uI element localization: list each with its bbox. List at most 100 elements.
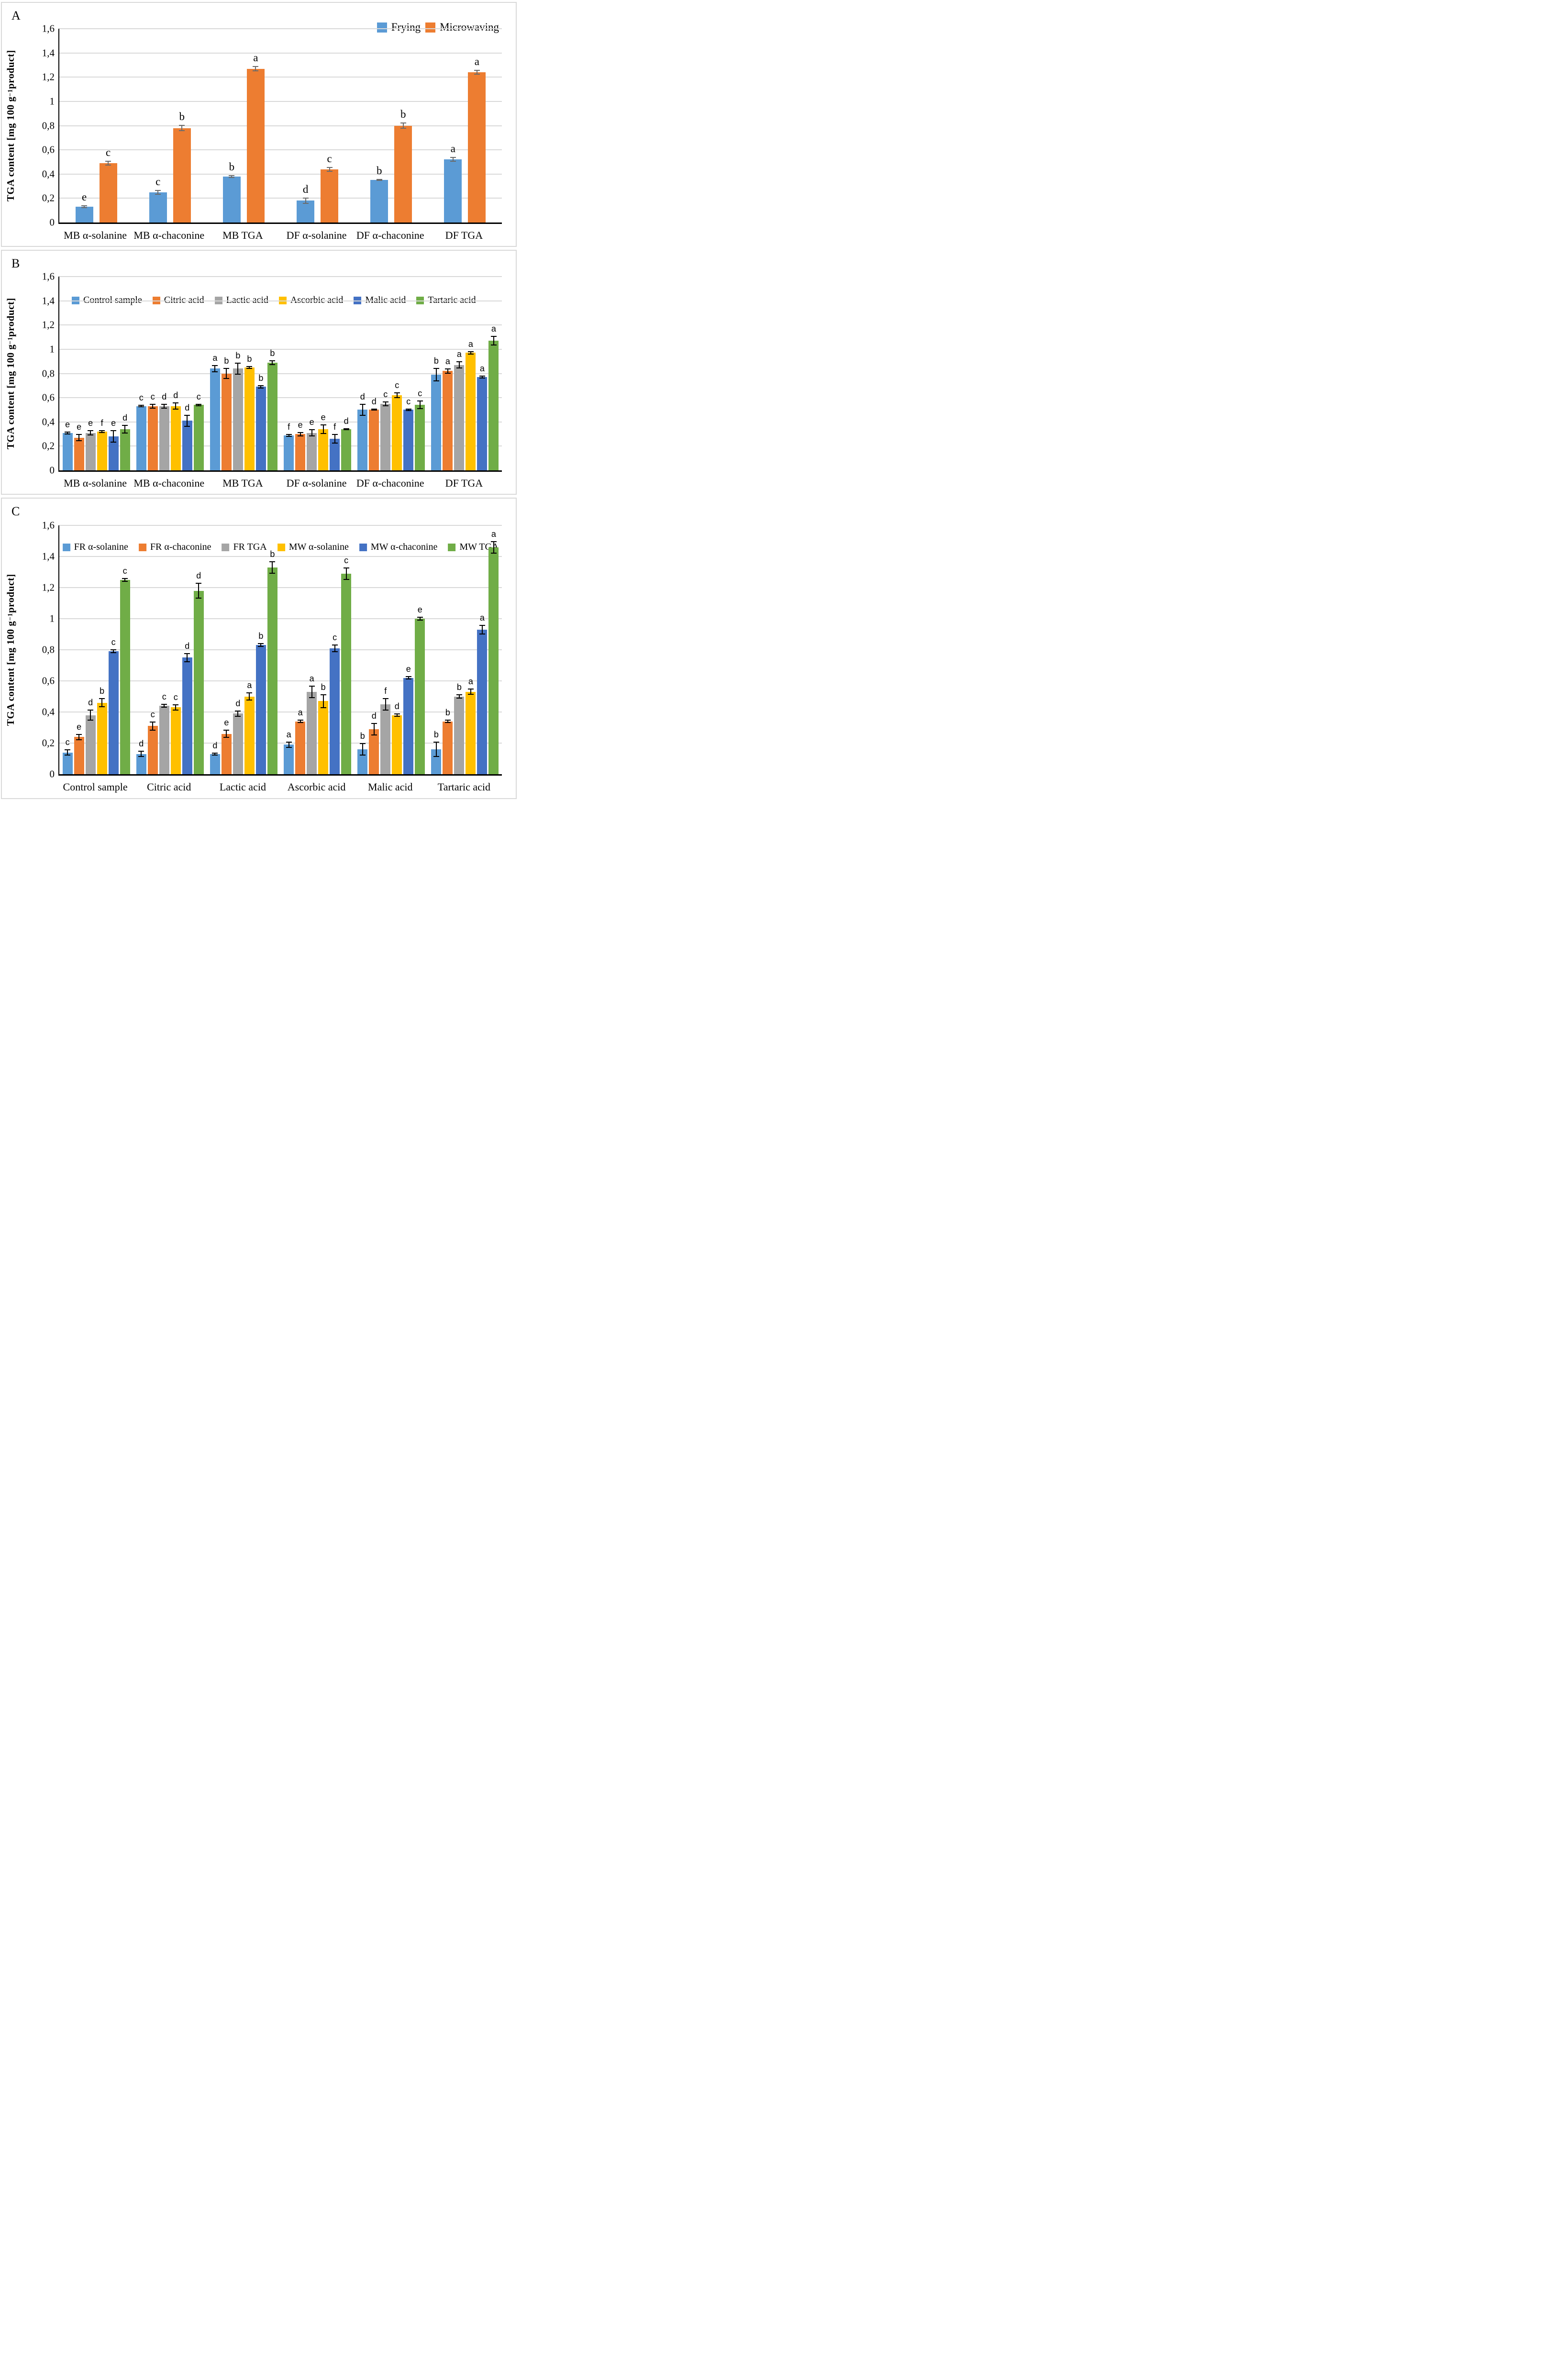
error-bar [105,160,111,166]
legend-label: MW α-solanine [288,542,349,552]
gridline [59,556,502,557]
bar: b [431,356,442,470]
bar: e [108,419,119,470]
error-bar [88,430,94,435]
error-bar-cap [467,689,474,690]
error-bar-line [300,719,301,723]
error-bar-cap [456,361,462,363]
sig-letter: a [286,729,291,739]
sig-letter: b [224,356,229,366]
bar: c [193,392,204,470]
sig-letter: d [394,701,399,711]
category-axis: MB α-solanine MB α-chaconine MB TGA DF α-so… [58,473,501,493]
error-bar-line [419,617,421,621]
y-tick-label: 1,6 [42,22,55,34]
bar: a [477,364,488,470]
bar: b [255,374,266,470]
error-bar-line [305,198,306,204]
sig-letter: c [150,709,155,719]
error-bar [76,734,82,740]
error-bar [212,752,218,756]
bar: b [267,550,277,774]
category-label: Ascorbic acid [287,781,346,793]
sig-letter: d [302,183,309,196]
error-bar-line [419,400,421,410]
error-bar [196,583,202,599]
y-tick-label: 1,4 [42,550,55,562]
bar: c [120,567,130,774]
error-bar-cap [444,368,451,370]
legend: FR α-solanine FR α-chaconine FR TGA MW α-so… [62,542,499,553]
bar: c [341,556,352,774]
sig-letter: d [196,571,201,581]
error-bar-line [362,743,363,756]
error-bar-cap [122,580,128,582]
y-tick-label: 1 [49,612,55,624]
error-bar-cap [309,685,315,687]
gridline [59,300,502,301]
bar: a [454,350,465,470]
category-label: MB α-solanine [64,477,127,489]
error-bar-cap [405,676,411,678]
error-bar [444,719,451,723]
error-bar-cap [467,694,474,695]
error-bar-line [435,368,437,381]
error-bar-cap [173,409,179,410]
y-tick-label: 1,2 [42,319,55,331]
error-bar-cap [212,752,218,754]
error-bar-line [255,66,256,71]
error-bar-line [408,408,409,411]
bar: c [321,153,339,222]
y-tick-label: 0,2 [42,440,55,452]
error-bar [417,617,423,621]
error-bar-cap [105,165,111,166]
error-bar-cap [382,401,388,402]
error-bar-line [84,205,85,209]
error-bar [343,428,349,430]
error-bar-cap [417,400,423,402]
y-axis-title: TGA content [mg 100 g −1 product] [5,525,17,774]
sig-letter: c [327,152,332,165]
bar: b [221,356,232,470]
legend-swatch [62,543,70,551]
error-bar-line [493,336,494,346]
error-bar-line [272,360,273,365]
sig-letter: c [162,692,166,702]
error-bar-cap [246,692,253,694]
category-axis: MB α-solanine MB α-chaconine MB TGA DF α-so… [58,225,501,245]
error-bar-line [311,429,312,437]
legend-label: Microwaving [440,21,499,33]
error-bar [111,649,117,654]
legend-swatch [222,543,230,551]
error-bar [81,205,88,209]
error-bar [269,360,276,365]
sig-letter: e [224,718,229,728]
error-bar [444,368,451,374]
bar: c [149,176,167,222]
plot-area: Control sample Citric acid Lactic acid Asco… [42,271,502,476]
figure: A TGA content [mg 100 g −1 product] Fryin… [0,0,518,804]
error-bar-cap [65,755,71,756]
error-bar-cap [258,388,264,389]
bar: b [454,683,465,774]
bar: c [403,397,414,470]
legend-swatch [448,543,456,551]
error-bar [235,362,241,375]
bar: a [488,324,499,470]
error-bar-cap [88,430,94,432]
sig-letter: d [344,416,349,426]
error-bar-cap [229,177,235,178]
error-bar [235,710,241,717]
y-tick-label: 0 [49,464,55,476]
error-bar-cap [173,709,179,711]
error-bar-cap [417,408,423,410]
error-bar-cap [88,719,94,721]
error-bar-cap [269,360,276,361]
error-bar-line [175,402,177,410]
legend-item: FR α-solanine [62,542,128,553]
error-bar-cap [258,385,264,386]
error-bar-cap [332,443,338,444]
